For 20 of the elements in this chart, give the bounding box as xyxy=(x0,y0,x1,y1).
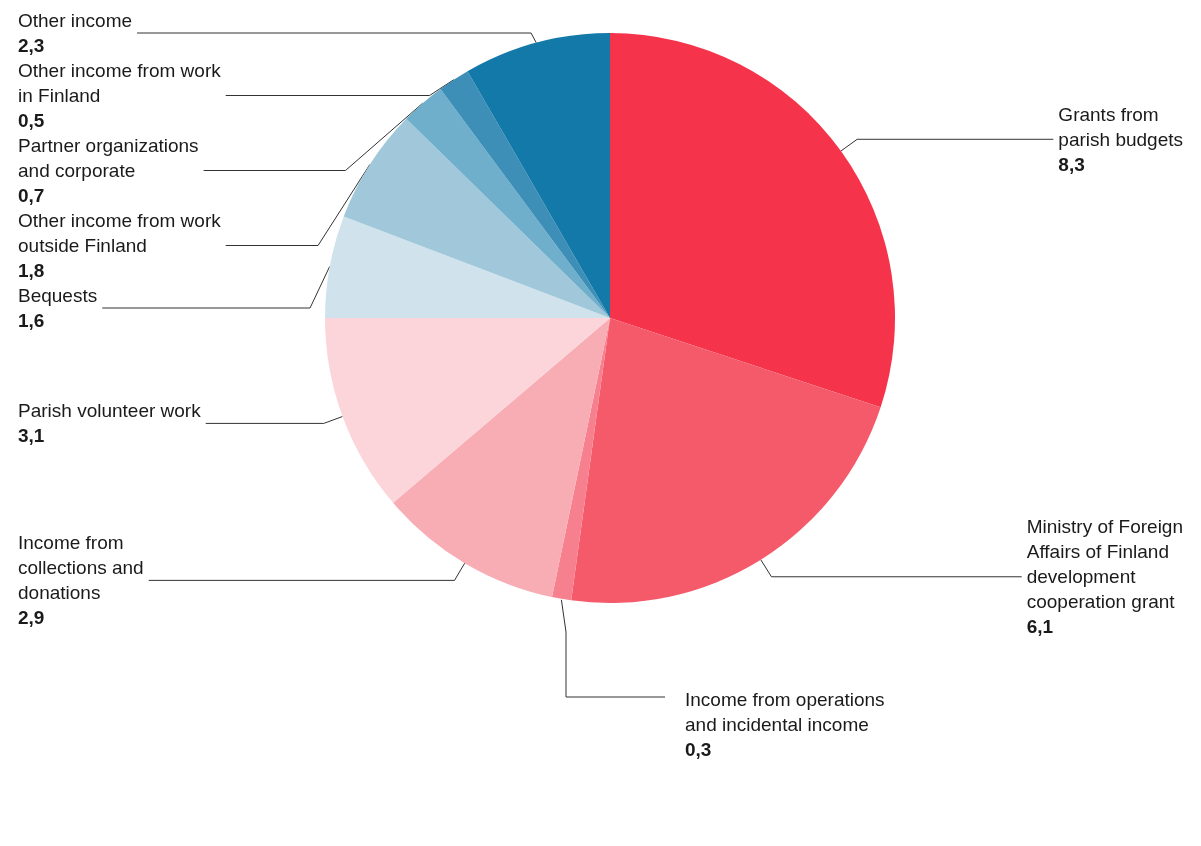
data-label: 1,6 xyxy=(18,310,45,331)
data-label: 2,9 xyxy=(18,607,45,629)
slice-label: Income from collections and donations xyxy=(18,532,144,604)
data-label: 6,1 xyxy=(1026,616,1054,638)
slice-label: Income from operations and incidental income xyxy=(685,689,885,735)
data-label: 2,3 xyxy=(18,35,45,56)
data-label: 8,3 xyxy=(1058,153,1085,175)
data-label: 0,7 xyxy=(18,185,45,206)
data-label: 3,1 xyxy=(18,425,45,447)
slice-label: Parish volunteer work xyxy=(18,400,202,422)
data-label: 1,8 xyxy=(18,260,45,281)
slice-label: Bequests xyxy=(18,285,98,306)
slice-label: Ministry of Foreign Affairs of Finland development cooperation grant xyxy=(1026,516,1184,613)
slice-label: Other income from work in Finland xyxy=(18,60,222,106)
data-label: 0,3 xyxy=(685,739,712,760)
slice-label: Partner organizations and corporate xyxy=(18,135,199,181)
slice-label: Other income xyxy=(18,10,133,31)
data-label: 0,5 xyxy=(18,110,45,131)
slice-label: Grants from parish budgets xyxy=(1058,103,1184,150)
slice-label: Other income from work outside Finland xyxy=(18,210,222,256)
